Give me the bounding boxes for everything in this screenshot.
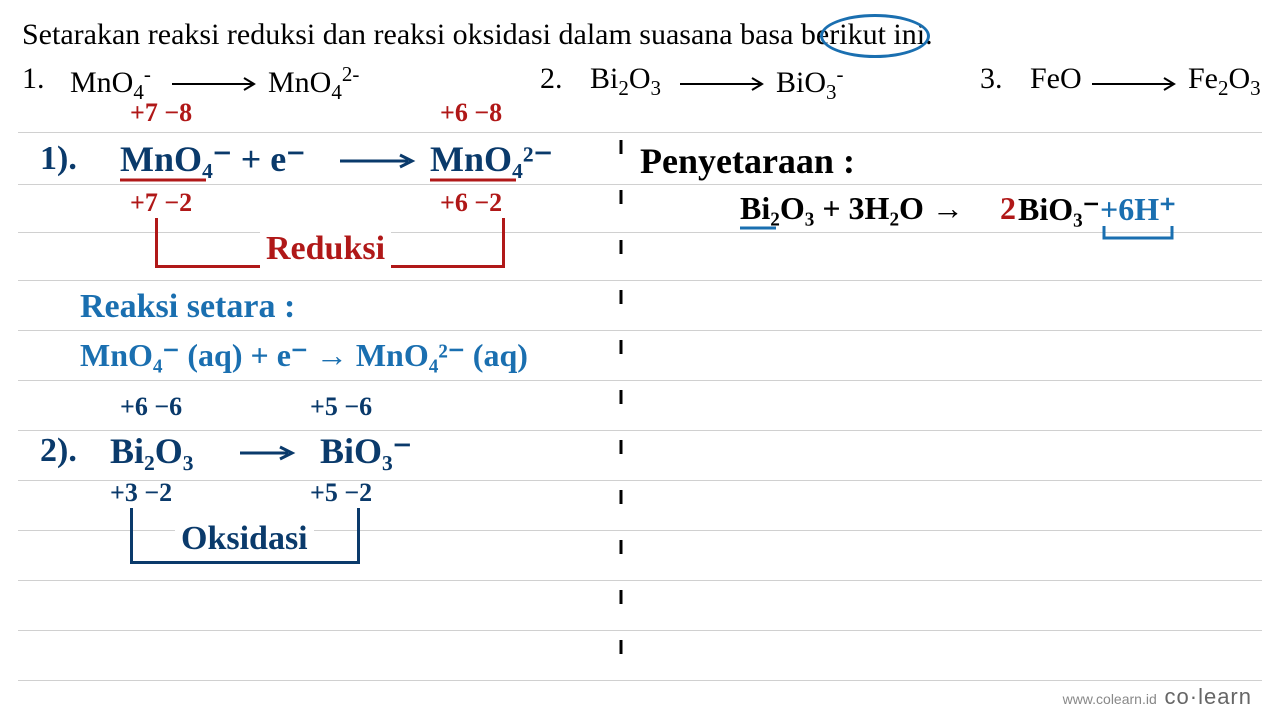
circle-annotation bbox=[820, 14, 930, 58]
p1-number: 1). bbox=[40, 140, 77, 178]
arrow-icon bbox=[340, 152, 420, 170]
arrow-icon bbox=[172, 76, 262, 92]
p1-oxstate-bot-lhs: +7 −2 bbox=[130, 188, 192, 218]
q1-rhs: MnO42- bbox=[268, 62, 359, 105]
watermark: www.colearn.id co·learn bbox=[1063, 684, 1252, 710]
rule-line bbox=[18, 630, 1262, 631]
underline-icon bbox=[430, 178, 520, 184]
p2-rhs: BiO₃⁻ bbox=[320, 430, 412, 472]
p1-oxstate-top-rhs: +6 −8 bbox=[440, 98, 502, 128]
p2-number: 2). bbox=[40, 432, 77, 470]
q2-number: 2. bbox=[540, 62, 563, 96]
rule-line bbox=[18, 132, 1262, 133]
q2-lhs: Bi2O3 bbox=[590, 62, 661, 101]
right-eq-teal: +6H⁺ bbox=[1100, 190, 1176, 228]
right-eq-two: 2 bbox=[1000, 190, 1016, 227]
p1-balanced-eq: MnO₄⁻ (aq) + e⁻ → MnO₄²⁻ (aq) bbox=[80, 336, 528, 374]
p2-lhs: Bi₂O₃ bbox=[110, 430, 194, 472]
underline-icon bbox=[120, 178, 210, 184]
q1-number: 1. bbox=[22, 62, 45, 96]
rule-line bbox=[18, 280, 1262, 281]
right-title: Penyetaraan : bbox=[640, 140, 855, 182]
rule-line bbox=[18, 380, 1262, 381]
p2-oxstate-bot-lhs: +3 −2 bbox=[110, 478, 172, 508]
label-oksidasi: Oksidasi bbox=[175, 520, 314, 558]
right-eq-black: Bi₂O₃ + 3H₂O → bbox=[740, 190, 964, 227]
divider-dashes bbox=[616, 140, 626, 680]
underline-icon bbox=[740, 226, 780, 232]
q3-lhs: FeO bbox=[1030, 62, 1082, 96]
p1-oxstate-bot-rhs: +6 −2 bbox=[440, 188, 502, 218]
arrow-icon bbox=[680, 76, 770, 92]
rule-line bbox=[18, 330, 1262, 331]
q3-number: 3. bbox=[980, 62, 1003, 96]
q2-rhs: BiO3- bbox=[776, 62, 844, 105]
rule-line bbox=[18, 580, 1262, 581]
rule-line bbox=[18, 480, 1262, 481]
arrow-icon bbox=[1092, 76, 1182, 92]
label-reduksi: Reduksi bbox=[260, 230, 391, 268]
p2-oxstate-top-lhs: +6 −6 bbox=[120, 392, 182, 422]
box-annotation-icon bbox=[1102, 224, 1176, 242]
right-eq-bio3: BiO₃⁻ bbox=[1018, 190, 1100, 228]
p1-balanced-title: Reaksi setara : bbox=[80, 288, 295, 326]
q3-rhs: Fe2O3 bbox=[1188, 62, 1261, 101]
p2-oxstate-bot-rhs: +5 −2 bbox=[310, 478, 372, 508]
rule-line bbox=[18, 430, 1262, 431]
p1-rhs: MnO₄²⁻ bbox=[430, 138, 553, 180]
p1-oxstate-top-lhs: +7 −8 bbox=[130, 98, 192, 128]
p1-lhs: MnO₄⁻ + e⁻ bbox=[120, 138, 305, 180]
rule-line bbox=[18, 680, 1262, 681]
p2-oxstate-top-rhs: +5 −6 bbox=[310, 392, 372, 422]
title-text: Setarakan reaksi reduksi dan reaksi oksi… bbox=[22, 18, 933, 52]
rule-line bbox=[18, 184, 1262, 185]
arrow-icon bbox=[240, 444, 300, 462]
